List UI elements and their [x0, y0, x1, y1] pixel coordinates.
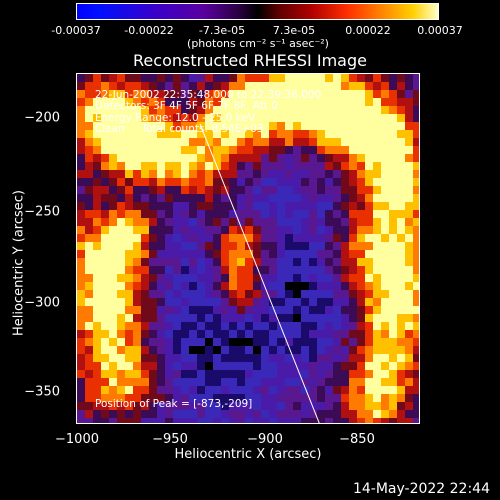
- x-axis-label: Heliocentric X (arcsec): [174, 447, 322, 462]
- info-detectors: Detectors: 3F 4F 5F 6F 7F 8F, Att 0: [95, 100, 279, 112]
- colorbar-tick-label: -7.3e-05: [198, 24, 246, 37]
- y-tick-label: −200: [24, 110, 60, 126]
- colorbar-tick-label: 0.00022: [345, 24, 391, 37]
- x-tick-label: −1000: [55, 432, 99, 447]
- info-peak-position: Position of Peak = [-873,-209]: [95, 398, 253, 410]
- info-energy-range: Energy Range: 12.0 - 25.0 keV: [95, 112, 256, 124]
- colorbar-tick-label: -0.00022: [124, 24, 174, 37]
- image-plot-area: 22-Jun-2002 22:35:48.000 to 22:39:36.000…: [76, 73, 420, 424]
- solar-limb-line: [199, 123, 320, 423]
- timestamp: 14-May-2022 22:44: [352, 481, 490, 497]
- x-tick-label: −950: [152, 432, 188, 447]
- plot-title: Reconstructed RHESSI Image: [133, 51, 367, 70]
- y-tick-label: −300: [24, 295, 60, 311]
- colorbar-units-label: (photons cm⁻² s⁻¹ asec⁻²): [187, 37, 329, 50]
- y-axis-label: Heliocentric Y (arcsec): [11, 190, 27, 336]
- info-clean-counts: Clean Total counts: 8.54E+03: [95, 123, 264, 135]
- y-tick-label: −350: [24, 384, 60, 400]
- colorbar-tick-label: -0.00037: [51, 24, 101, 37]
- x-tick-label: −900: [247, 432, 283, 447]
- colorbar-tick-label: 7.3e-05: [272, 24, 316, 37]
- limb-overlay: [199, 123, 320, 423]
- colorbar: [76, 3, 439, 20]
- x-tick-label: −850: [339, 432, 375, 447]
- rhessi-image-heatmap: [77, 74, 419, 423]
- y-tick-label: −250: [24, 204, 60, 220]
- info-time-range: 22-Jun-2002 22:35:48.000 to 22:39:36.000: [95, 89, 322, 101]
- colorbar-tick-label: 0.00037: [417, 24, 463, 37]
